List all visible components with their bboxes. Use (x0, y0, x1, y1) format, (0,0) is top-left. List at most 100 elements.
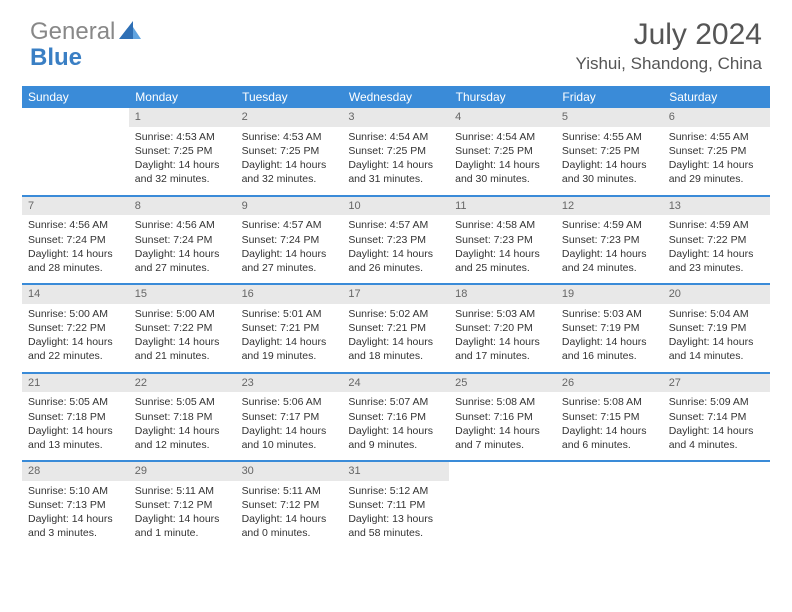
dow-wed: Wednesday (342, 86, 449, 108)
sunset-text: Sunset: 7:19 PM (562, 321, 657, 335)
sunrise-text: Sunrise: 5:11 AM (242, 484, 337, 498)
dow-sun: Sunday (22, 86, 129, 108)
daylight-text: Daylight: 14 hours and 0 minutes. (242, 512, 337, 540)
day-number: 18 (449, 285, 556, 304)
sunrise-text: Sunrise: 4:59 AM (669, 218, 764, 232)
location-subtitle: Yishui, Shandong, China (575, 54, 762, 74)
calendar-cell: 9Sunrise: 4:57 AMSunset: 7:24 PMDaylight… (236, 196, 343, 285)
day-number: 13 (663, 197, 770, 216)
day-number: 2 (236, 108, 343, 127)
day-body: Sunrise: 4:54 AMSunset: 7:25 PMDaylight:… (342, 127, 449, 195)
daylight-text: Daylight: 14 hours and 28 minutes. (28, 247, 123, 275)
sunrise-text: Sunrise: 5:05 AM (28, 395, 123, 409)
day-body: Sunrise: 4:53 AMSunset: 7:25 PMDaylight:… (236, 127, 343, 195)
sunset-text: Sunset: 7:24 PM (28, 233, 123, 247)
day-number: 11 (449, 197, 556, 216)
daylight-text: Daylight: 14 hours and 21 minutes. (135, 335, 230, 363)
sunset-text: Sunset: 7:25 PM (455, 144, 550, 158)
calendar-cell: 30Sunrise: 5:11 AMSunset: 7:12 PMDayligh… (236, 461, 343, 549)
calendar-cell: 20Sunrise: 5:04 AMSunset: 7:19 PMDayligh… (663, 284, 770, 373)
sunrise-text: Sunrise: 5:00 AM (135, 307, 230, 321)
calendar-cell (556, 461, 663, 549)
day-body: Sunrise: 4:55 AMSunset: 7:25 PMDaylight:… (663, 127, 770, 195)
calendar-cell: 15Sunrise: 5:00 AMSunset: 7:22 PMDayligh… (129, 284, 236, 373)
day-body: Sunrise: 5:12 AMSunset: 7:11 PMDaylight:… (342, 481, 449, 549)
daylight-text: Daylight: 14 hours and 7 minutes. (455, 424, 550, 452)
calendar-row: 21Sunrise: 5:05 AMSunset: 7:18 PMDayligh… (22, 373, 770, 462)
sunrise-text: Sunrise: 5:08 AM (562, 395, 657, 409)
dow-tue: Tuesday (236, 86, 343, 108)
calendar-row: 1Sunrise: 4:53 AMSunset: 7:25 PMDaylight… (22, 108, 770, 196)
sunset-text: Sunset: 7:24 PM (135, 233, 230, 247)
day-body: Sunrise: 5:08 AMSunset: 7:15 PMDaylight:… (556, 392, 663, 460)
calendar-cell: 3Sunrise: 4:54 AMSunset: 7:25 PMDaylight… (342, 108, 449, 196)
day-body: Sunrise: 4:59 AMSunset: 7:22 PMDaylight:… (663, 215, 770, 283)
daylight-text: Daylight: 14 hours and 27 minutes. (242, 247, 337, 275)
sunrise-text: Sunrise: 4:54 AM (348, 130, 443, 144)
day-number: 12 (556, 197, 663, 216)
sunset-text: Sunset: 7:25 PM (669, 144, 764, 158)
day-number: 31 (342, 462, 449, 481)
day-number: 25 (449, 374, 556, 393)
day-body: Sunrise: 4:57 AMSunset: 7:24 PMDaylight:… (236, 215, 343, 283)
day-number: 21 (22, 374, 129, 393)
calendar-row: 28Sunrise: 5:10 AMSunset: 7:13 PMDayligh… (22, 461, 770, 549)
day-number: 26 (556, 374, 663, 393)
sunrise-text: Sunrise: 5:06 AM (242, 395, 337, 409)
calendar-cell: 10Sunrise: 4:57 AMSunset: 7:23 PMDayligh… (342, 196, 449, 285)
calendar-cell: 16Sunrise: 5:01 AMSunset: 7:21 PMDayligh… (236, 284, 343, 373)
day-number: 10 (342, 197, 449, 216)
dow-fri: Friday (556, 86, 663, 108)
logo-triangle-icon (119, 18, 141, 46)
month-title: July 2024 (575, 18, 762, 52)
day-number: 1 (129, 108, 236, 127)
day-body: Sunrise: 4:56 AMSunset: 7:24 PMDaylight:… (129, 215, 236, 283)
calendar-cell (22, 108, 129, 196)
daylight-text: Daylight: 14 hours and 19 minutes. (242, 335, 337, 363)
dow-header-row: Sunday Monday Tuesday Wednesday Thursday… (22, 86, 770, 108)
sunset-text: Sunset: 7:25 PM (348, 144, 443, 158)
sunset-text: Sunset: 7:17 PM (242, 410, 337, 424)
sunrise-text: Sunrise: 5:04 AM (669, 307, 764, 321)
day-body: Sunrise: 4:58 AMSunset: 7:23 PMDaylight:… (449, 215, 556, 283)
daylight-text: Daylight: 14 hours and 30 minutes. (455, 158, 550, 186)
day-number: 30 (236, 462, 343, 481)
daylight-text: Daylight: 14 hours and 3 minutes. (28, 512, 123, 540)
sunrise-text: Sunrise: 4:55 AM (669, 130, 764, 144)
sunset-text: Sunset: 7:16 PM (455, 410, 550, 424)
day-number: 24 (342, 374, 449, 393)
day-number: 28 (22, 462, 129, 481)
sunset-text: Sunset: 7:23 PM (455, 233, 550, 247)
daylight-text: Daylight: 14 hours and 23 minutes. (669, 247, 764, 275)
day-body: Sunrise: 5:00 AMSunset: 7:22 PMDaylight:… (22, 304, 129, 372)
sunrise-text: Sunrise: 5:03 AM (455, 307, 550, 321)
daylight-text: Daylight: 14 hours and 25 minutes. (455, 247, 550, 275)
sunset-text: Sunset: 7:15 PM (562, 410, 657, 424)
daylight-text: Daylight: 14 hours and 14 minutes. (669, 335, 764, 363)
sunset-text: Sunset: 7:11 PM (348, 498, 443, 512)
day-number: 27 (663, 374, 770, 393)
sunrise-text: Sunrise: 4:59 AM (562, 218, 657, 232)
day-body: Sunrise: 4:56 AMSunset: 7:24 PMDaylight:… (22, 215, 129, 283)
sunset-text: Sunset: 7:14 PM (669, 410, 764, 424)
dow-thu: Thursday (449, 86, 556, 108)
daylight-text: Daylight: 14 hours and 12 minutes. (135, 424, 230, 452)
sunrise-text: Sunrise: 5:11 AM (135, 484, 230, 498)
calendar-cell: 11Sunrise: 4:58 AMSunset: 7:23 PMDayligh… (449, 196, 556, 285)
sunrise-text: Sunrise: 5:08 AM (455, 395, 550, 409)
day-number: 15 (129, 285, 236, 304)
daylight-text: Daylight: 14 hours and 13 minutes. (28, 424, 123, 452)
sunset-text: Sunset: 7:23 PM (348, 233, 443, 247)
sunset-text: Sunset: 7:25 PM (562, 144, 657, 158)
calendar-cell: 24Sunrise: 5:07 AMSunset: 7:16 PMDayligh… (342, 373, 449, 462)
day-body: Sunrise: 5:05 AMSunset: 7:18 PMDaylight:… (22, 392, 129, 460)
daylight-text: Daylight: 14 hours and 22 minutes. (28, 335, 123, 363)
daylight-text: Daylight: 14 hours and 30 minutes. (562, 158, 657, 186)
sunset-text: Sunset: 7:20 PM (455, 321, 550, 335)
calendar-cell: 1Sunrise: 4:53 AMSunset: 7:25 PMDaylight… (129, 108, 236, 196)
calendar-row: 14Sunrise: 5:00 AMSunset: 7:22 PMDayligh… (22, 284, 770, 373)
sunrise-text: Sunrise: 4:57 AM (242, 218, 337, 232)
sunset-text: Sunset: 7:13 PM (28, 498, 123, 512)
sunrise-text: Sunrise: 4:53 AM (242, 130, 337, 144)
day-number: 29 (129, 462, 236, 481)
